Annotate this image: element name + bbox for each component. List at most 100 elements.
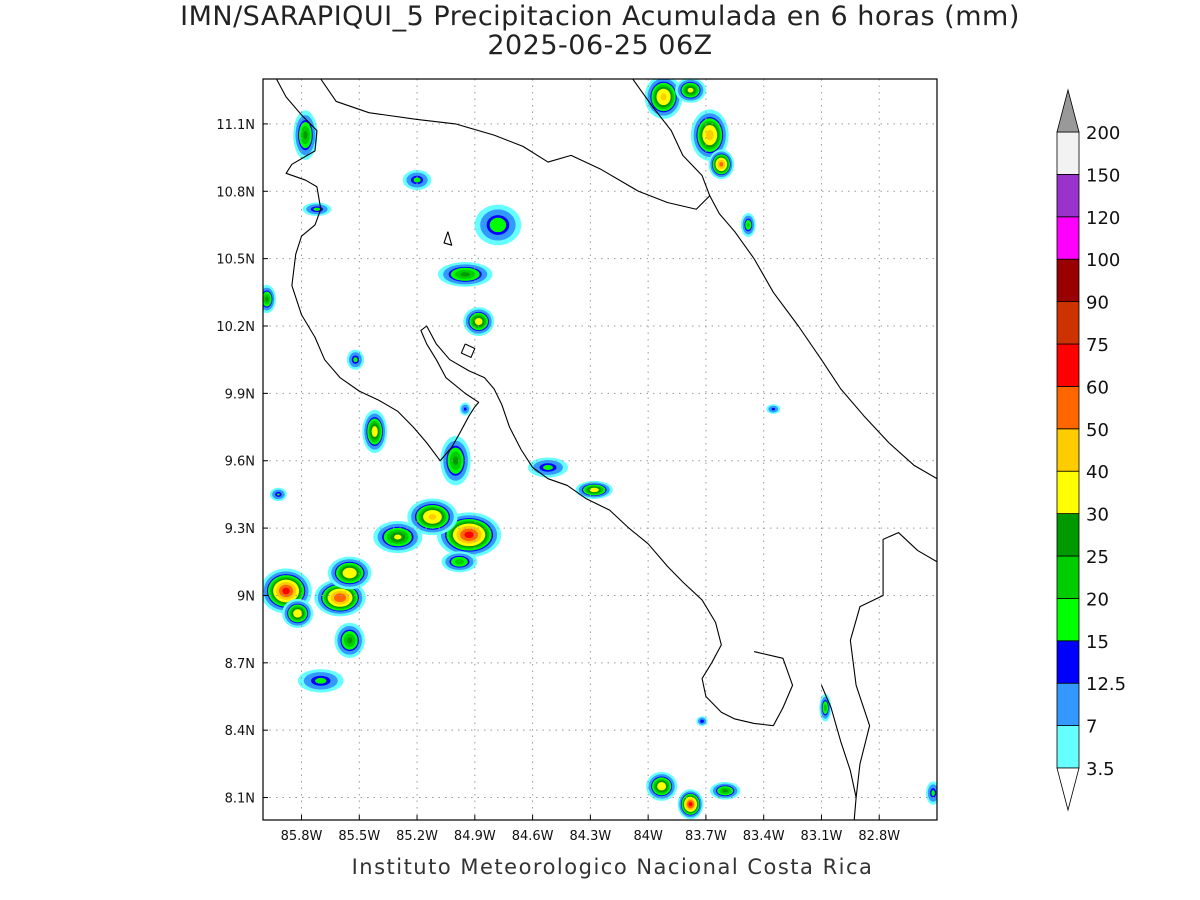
colorbar-segment bbox=[1056, 216, 1080, 260]
precip-contour bbox=[347, 637, 353, 644]
colorbar-segment bbox=[1056, 598, 1080, 642]
precip-cell bbox=[441, 551, 478, 573]
precip-contour bbox=[413, 177, 421, 183]
precip-cell bbox=[925, 781, 937, 805]
colorbar-bottom-arrow bbox=[1056, 767, 1080, 812]
precip-cell bbox=[293, 110, 318, 160]
precip-cell bbox=[766, 404, 781, 414]
osa-peninsula-coast bbox=[753, 651, 794, 726]
precip-contour bbox=[543, 464, 553, 470]
lat-tick-label: 8.1N bbox=[225, 792, 255, 807]
lon-tick-label: 85.2W bbox=[396, 829, 438, 844]
precipitation-layer bbox=[263, 79, 937, 820]
title-line-2: 2025-06-25 06Z bbox=[487, 30, 713, 61]
lat-tick-label: 9.6N bbox=[225, 455, 255, 470]
title-line-1: IMN/SARAPIQUI_5 Precipitacion Acumulada … bbox=[180, 1, 1020, 32]
precip-contour bbox=[303, 130, 308, 140]
precip-contour bbox=[823, 704, 827, 712]
lon-tick-label: 85.5W bbox=[338, 829, 380, 844]
precip-contour bbox=[333, 593, 347, 603]
colorbar-label: 90 bbox=[1086, 293, 1109, 314]
precip-cell bbox=[269, 487, 287, 502]
colorbar-label: 60 bbox=[1086, 377, 1109, 398]
lat-tick-label: 11.1N bbox=[216, 118, 255, 133]
precip-contour bbox=[719, 162, 724, 167]
island-outline bbox=[443, 231, 453, 246]
precip-cell bbox=[346, 349, 365, 370]
precip-contour bbox=[394, 534, 402, 540]
lat-tick-label: 8.4N bbox=[225, 724, 255, 739]
latitude-labels: 11.1N 10.8N 10.5N 10.2N 9.9N 9.6N 9.3N 9N 8.7N 8.… bbox=[216, 118, 255, 807]
colorbar-label: 20 bbox=[1086, 589, 1109, 610]
colorbar-label: 120 bbox=[1086, 208, 1120, 229]
colorbar-segment bbox=[1056, 385, 1080, 430]
precip-cell bbox=[334, 622, 365, 659]
colorbar-segment bbox=[1056, 725, 1080, 769]
colorbar-top-arrow bbox=[1056, 88, 1080, 133]
colorbar-label: 100 bbox=[1086, 250, 1120, 271]
colorbar-label: 30 bbox=[1086, 505, 1109, 526]
precip-contour bbox=[688, 802, 693, 807]
precip-contour bbox=[705, 129, 714, 141]
precip-contour bbox=[657, 782, 667, 791]
precip-cell bbox=[696, 716, 708, 727]
colorbar-segment bbox=[1056, 301, 1080, 345]
precip-cell bbox=[297, 669, 344, 693]
coastline-layer bbox=[275, 79, 937, 820]
precip-cell bbox=[690, 109, 729, 161]
precip-cell bbox=[527, 457, 569, 478]
lat-tick-label: 9.3N bbox=[225, 522, 255, 537]
northern-border bbox=[320, 79, 711, 210]
precip-cell bbox=[282, 598, 314, 628]
colorbar-label: 3.5 bbox=[1086, 759, 1115, 780]
longitude-labels: 85.8W 85.5W 85.2W 84.9W 84.6W 84.3W 84W 83.7W 83… bbox=[281, 829, 901, 844]
precip-contour bbox=[353, 357, 358, 363]
colorbar-label: 25 bbox=[1086, 547, 1109, 568]
precip-contour bbox=[687, 87, 694, 93]
precip-contour bbox=[453, 456, 459, 465]
lat-tick-label: 9.9N bbox=[225, 387, 255, 402]
lon-tick-label: 82.8W bbox=[858, 829, 900, 844]
precip-contour bbox=[747, 223, 750, 227]
precip-cell bbox=[463, 307, 495, 336]
precip-contour bbox=[489, 217, 507, 233]
colorbar-label: 40 bbox=[1086, 462, 1109, 483]
precip-contour bbox=[428, 514, 437, 520]
precip-contour bbox=[931, 790, 935, 796]
precip-cell bbox=[362, 409, 388, 454]
precip-cell bbox=[437, 262, 493, 287]
precip-contour bbox=[660, 93, 667, 101]
precip-contour bbox=[463, 407, 467, 411]
colorbar-segment bbox=[1056, 470, 1080, 515]
precip-cell bbox=[675, 79, 706, 103]
precip-cell bbox=[644, 79, 683, 119]
colorbar: 3.5 7 12.5 15 20 25 30 40 50 60 75 90 100 120 150 200 bbox=[1056, 88, 1126, 812]
precip-contour bbox=[474, 317, 483, 326]
precip-cell bbox=[407, 498, 458, 536]
lon-tick-label: 84W bbox=[633, 829, 663, 844]
lon-tick-label: 83.4W bbox=[743, 829, 785, 844]
precip-cell bbox=[314, 579, 366, 617]
precip-cell bbox=[327, 556, 372, 590]
colorbar-segment bbox=[1056, 343, 1080, 387]
lon-tick-label: 85.8W bbox=[281, 829, 323, 844]
precip-cell bbox=[373, 520, 423, 554]
lon-tick-label: 83.7W bbox=[685, 829, 727, 844]
lon-tick-label: 84.9W bbox=[454, 829, 496, 844]
precip-cell bbox=[740, 212, 756, 237]
precip-contour bbox=[315, 677, 327, 684]
precip-cell bbox=[575, 480, 613, 499]
colorbar-segment bbox=[1056, 258, 1080, 303]
lat-tick-label: 10.8N bbox=[216, 185, 255, 200]
colorbar-segment bbox=[1056, 131, 1080, 175]
grid-layer bbox=[263, 79, 937, 820]
precip-contour bbox=[265, 296, 269, 302]
map-title: IMN/SARAPIQUI_5 Precipitacion Acumulada … bbox=[0, 2, 1200, 60]
precip-cell bbox=[474, 204, 522, 246]
burica-coast bbox=[820, 685, 857, 798]
precip-contour bbox=[371, 426, 378, 437]
lat-tick-label: 10.2N bbox=[216, 320, 255, 335]
precip-cell bbox=[263, 284, 276, 314]
colorbar-label: 150 bbox=[1086, 165, 1120, 186]
pacific-coastline bbox=[275, 79, 774, 727]
